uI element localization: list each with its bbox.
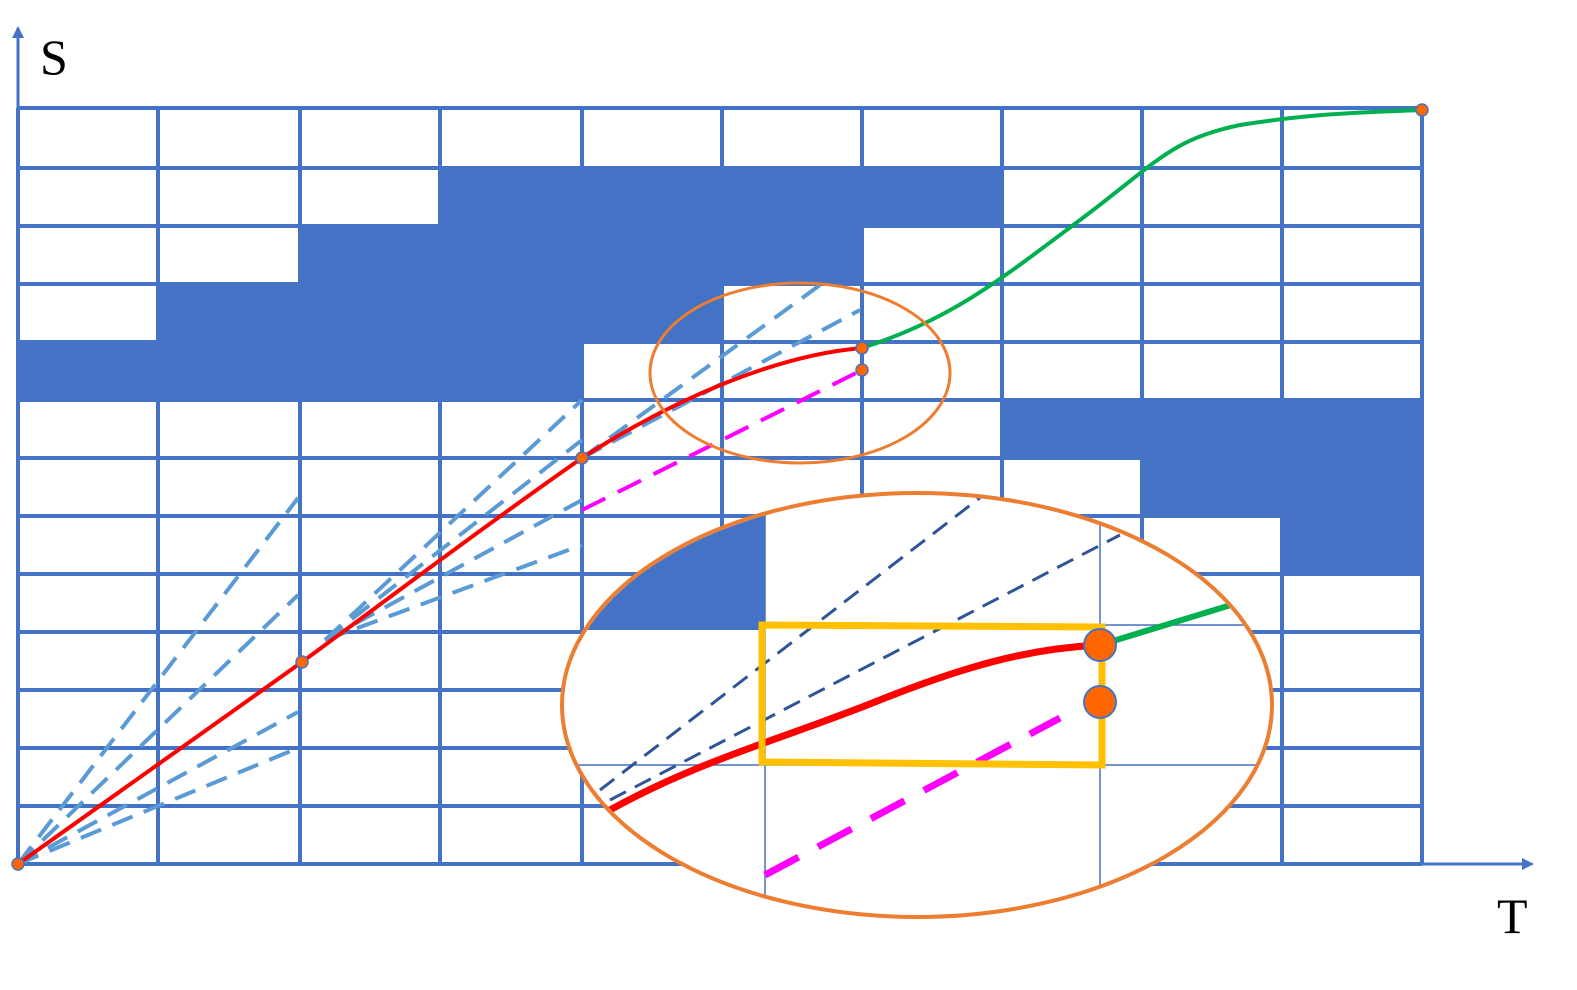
occupied-cell <box>1282 516 1422 574</box>
occupied-cell <box>1002 400 1422 458</box>
predicted-line <box>581 368 863 512</box>
zoom-ellipse <box>560 491 1274 919</box>
future-path <box>861 108 1423 350</box>
x-axis-label: T <box>1497 888 1528 944</box>
candidate-lines <box>16 283 861 866</box>
y-axis-label: S <box>40 29 68 85</box>
focus-ellipse <box>648 281 952 465</box>
waypoints <box>11 103 1429 871</box>
zoom-view <box>564 495 1270 915</box>
